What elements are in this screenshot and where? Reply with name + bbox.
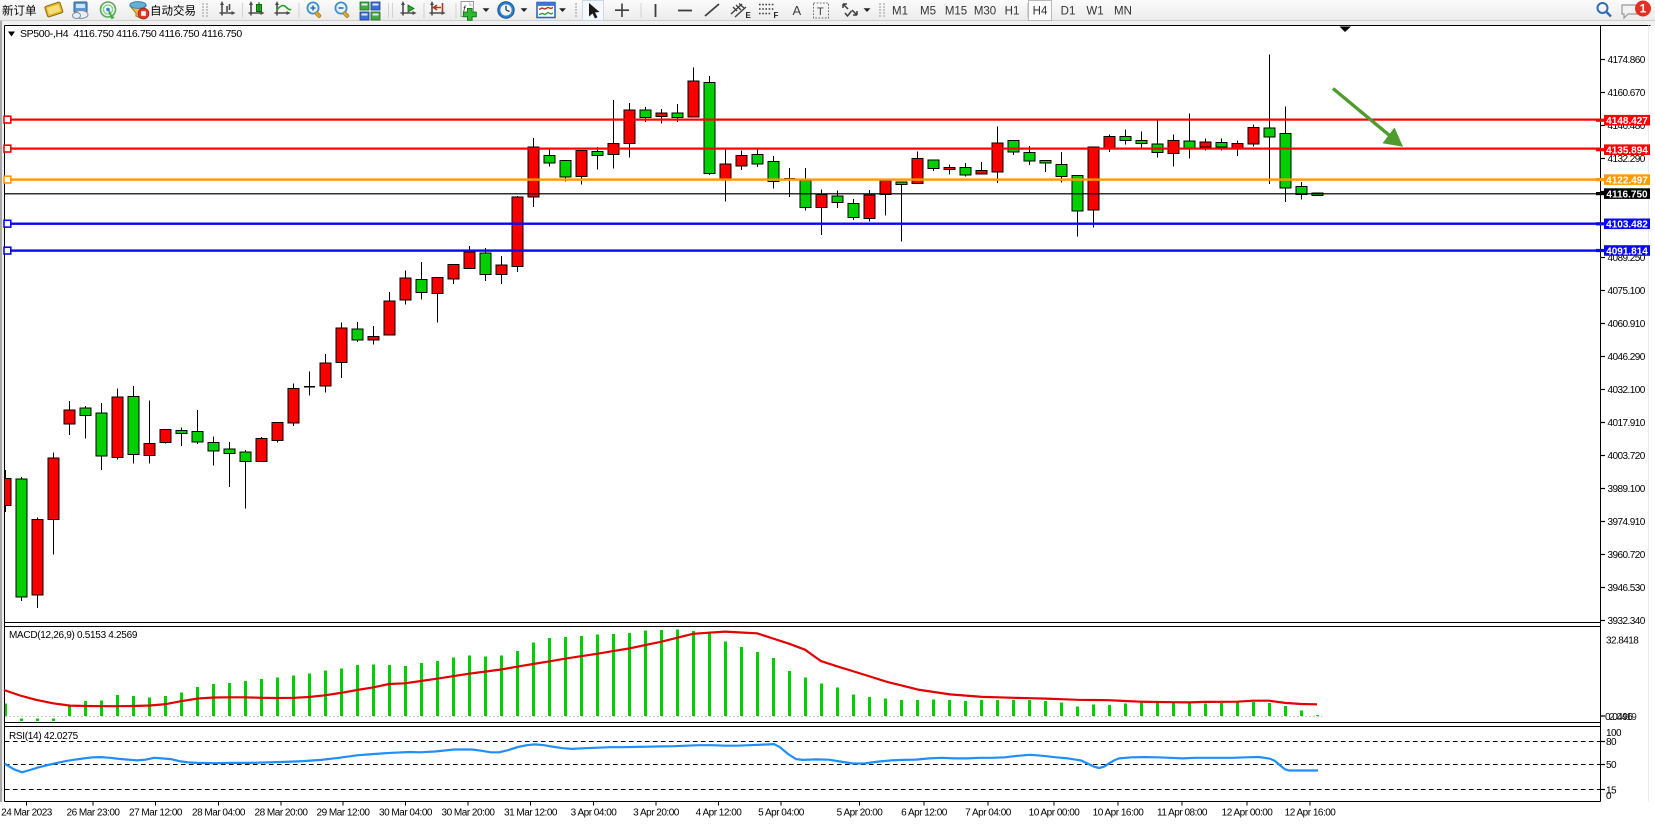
svg-text:4116.750: 4116.750 xyxy=(1606,190,1648,201)
svg-text:10 Apr 00:00: 10 Apr 00:00 xyxy=(1029,808,1081,819)
svg-text:26 Mar 23:00: 26 Mar 23:00 xyxy=(67,808,121,819)
svg-text:4091.814: 4091.814 xyxy=(1606,246,1648,257)
svg-text:4135.894: 4135.894 xyxy=(1606,146,1648,157)
svg-text:30 Mar 04:00: 30 Mar 04:00 xyxy=(379,808,433,819)
svg-text:RSI(14) 42.0275: RSI(14) 42.0275 xyxy=(9,731,79,742)
svg-text:12 Apr 16:00: 12 Apr 16:00 xyxy=(1285,808,1337,819)
svg-text:0: 0 xyxy=(1606,791,1612,802)
svg-text:SP500-,H4 4116.750 4116.750 4: SP500-,H4 4116.750 4116.750 4116.750 411… xyxy=(20,28,242,40)
svg-text:80: 80 xyxy=(1606,737,1617,748)
svg-text:自动交易: 自动交易 xyxy=(150,4,196,18)
svg-text:31 Mar 12:00: 31 Mar 12:00 xyxy=(504,808,558,819)
svg-text:MACD(12,26,9) 0.5153 4.2569: MACD(12,26,9) 0.5153 4.2569 xyxy=(9,630,138,641)
svg-text:29 Mar 12:00: 29 Mar 12:00 xyxy=(317,808,371,819)
svg-text:A: A xyxy=(793,3,802,18)
svg-text:M1: M1 xyxy=(892,6,908,18)
svg-text:28 Mar 04:00: 28 Mar 04:00 xyxy=(192,808,246,819)
svg-text:28 Mar 20:00: 28 Mar 20:00 xyxy=(255,808,309,819)
svg-text:4122.497: 4122.497 xyxy=(1606,176,1648,187)
svg-text:3974.910: 3974.910 xyxy=(1608,517,1646,528)
svg-text:4032.100: 4032.100 xyxy=(1608,385,1646,396)
svg-text:4075.100: 4075.100 xyxy=(1608,286,1646,297)
svg-text:100: 100 xyxy=(1606,728,1622,739)
svg-text:3932.340: 3932.340 xyxy=(1608,616,1646,627)
svg-text:12 Apr 00:00: 12 Apr 00:00 xyxy=(1222,808,1274,819)
svg-text:27 Mar 12:00: 27 Mar 12:00 xyxy=(129,808,183,819)
svg-text:H1: H1 xyxy=(1005,6,1020,18)
svg-text:M30: M30 xyxy=(974,6,996,18)
svg-text:4089.250: 4089.250 xyxy=(1608,253,1646,264)
svg-text:W1: W1 xyxy=(1086,6,1103,18)
svg-text:4174.860: 4174.860 xyxy=(1608,55,1646,66)
svg-text:3960.720: 3960.720 xyxy=(1608,550,1646,561)
svg-text:H4: H4 xyxy=(1033,6,1048,18)
svg-text:T: T xyxy=(817,6,824,18)
svg-text:4103.482: 4103.482 xyxy=(1606,220,1648,231)
svg-text:50: 50 xyxy=(1606,760,1617,771)
svg-text:3 Apr 04:00: 3 Apr 04:00 xyxy=(571,808,618,819)
svg-text:1: 1 xyxy=(1640,2,1647,16)
svg-text:M15: M15 xyxy=(945,6,967,18)
svg-text:新订单: 新订单 xyxy=(2,4,37,18)
svg-text:4 Apr 12:00: 4 Apr 12:00 xyxy=(696,808,743,819)
svg-text:4146.480: 4146.480 xyxy=(1608,121,1646,132)
svg-text:4046.290: 4046.290 xyxy=(1608,352,1646,363)
svg-text:MN: MN xyxy=(1114,6,1132,18)
svg-text:3989.100: 3989.100 xyxy=(1608,484,1646,495)
svg-text:D1: D1 xyxy=(1061,6,1076,18)
svg-text:4060.910: 4060.910 xyxy=(1608,319,1646,330)
svg-text:30 Mar 20:00: 30 Mar 20:00 xyxy=(442,808,496,819)
svg-text:4132.290: 4132.290 xyxy=(1608,154,1646,165)
svg-text:5 Apr 04:00: 5 Apr 04:00 xyxy=(758,808,805,819)
svg-text:5 Apr 20:00: 5 Apr 20:00 xyxy=(837,808,884,819)
svg-text:F: F xyxy=(774,11,779,20)
svg-text:6 Apr 12:00: 6 Apr 12:00 xyxy=(901,808,948,819)
svg-text:0.0496: 0.0496 xyxy=(1605,712,1633,723)
svg-text:2.0419: 2.0419 xyxy=(1609,712,1637,723)
svg-text:7 Apr 04:00: 7 Apr 04:00 xyxy=(965,808,1012,819)
svg-text:E: E xyxy=(746,11,752,20)
svg-text:10 Apr 16:00: 10 Apr 16:00 xyxy=(1093,808,1145,819)
svg-text:M5: M5 xyxy=(920,6,936,18)
svg-text:15: 15 xyxy=(1606,786,1617,797)
svg-text:3 Apr 20:00: 3 Apr 20:00 xyxy=(633,808,680,819)
svg-text:24 Mar 2023: 24 Mar 2023 xyxy=(1,808,53,819)
svg-text:3946.530: 3946.530 xyxy=(1608,583,1646,594)
svg-text:f: f xyxy=(463,4,467,14)
svg-text:4003.720: 4003.720 xyxy=(1608,451,1646,462)
svg-text:4017.910: 4017.910 xyxy=(1608,418,1646,429)
svg-text:4148.427: 4148.427 xyxy=(1606,116,1648,127)
svg-text:4160.670: 4160.670 xyxy=(1608,88,1646,99)
svg-text:11 Apr 08:00: 11 Apr 08:00 xyxy=(1157,808,1208,819)
svg-text:32.8418: 32.8418 xyxy=(1606,636,1639,647)
